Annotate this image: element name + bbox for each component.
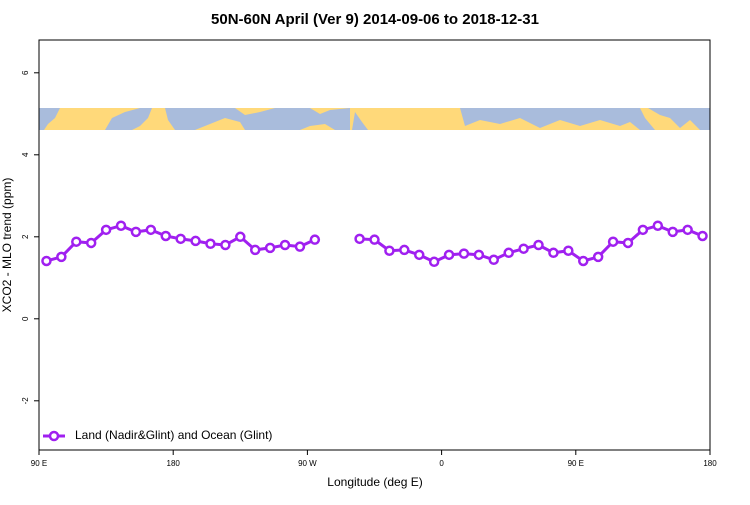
x-tick-label: 90 W <box>298 459 317 468</box>
point <box>652 220 664 231</box>
point <box>384 245 395 256</box>
point <box>503 247 514 259</box>
point <box>428 256 440 268</box>
point <box>190 235 201 247</box>
point <box>235 231 246 243</box>
point <box>622 237 634 249</box>
point <box>100 224 112 236</box>
y-tick-label: 2 <box>21 234 30 239</box>
point <box>369 234 380 245</box>
x-axis-label: Longitude (deg E) <box>327 475 422 489</box>
point <box>130 226 142 238</box>
x-tick-label: 90 E <box>31 459 47 468</box>
y-tick-label: 0 <box>21 316 30 321</box>
x-tick-label: 0 <box>439 459 444 468</box>
point <box>160 230 171 242</box>
map-ocean <box>39 108 710 130</box>
map-strip <box>39 108 710 130</box>
y-tick-label: 6 <box>21 70 30 75</box>
point <box>220 239 231 251</box>
point <box>548 247 559 259</box>
legend-marker <box>48 430 60 442</box>
point <box>637 224 649 236</box>
point <box>205 238 216 250</box>
point <box>607 236 619 247</box>
plot-frame <box>38 39 711 451</box>
y-axis-label: XCO2 - MLO trend (ppm) <box>0 178 14 313</box>
point <box>518 243 529 254</box>
point <box>145 224 157 236</box>
point <box>309 234 321 245</box>
point <box>592 251 604 263</box>
point <box>697 230 708 242</box>
point <box>294 241 306 252</box>
x-tick-label: 180 <box>703 459 717 468</box>
point <box>413 249 425 261</box>
point <box>533 239 544 251</box>
point <box>563 245 574 256</box>
point <box>667 226 678 238</box>
point <box>279 239 291 251</box>
y-tick-label: 4 <box>21 152 30 157</box>
point <box>175 233 186 245</box>
legend-label: Land (Nadir&Glint) and Ocean (Glint) <box>75 428 272 442</box>
point <box>249 244 261 256</box>
point <box>682 224 693 236</box>
point <box>115 220 127 231</box>
point <box>578 255 589 267</box>
point <box>85 237 97 249</box>
chart-title: 50N-60N April (Ver 9) 2014-09-06 to 2018… <box>211 11 539 28</box>
y-tick-label: -2 <box>21 397 30 405</box>
point <box>488 254 500 266</box>
point <box>354 233 365 245</box>
x-tick-label: 180 <box>167 459 181 468</box>
x-tick-label: 90 E <box>568 459 584 468</box>
point <box>443 249 455 261</box>
point <box>473 249 485 261</box>
point <box>56 251 67 263</box>
point <box>71 236 82 247</box>
point <box>264 242 276 254</box>
point <box>399 244 410 256</box>
point <box>458 248 470 259</box>
point <box>41 255 52 267</box>
